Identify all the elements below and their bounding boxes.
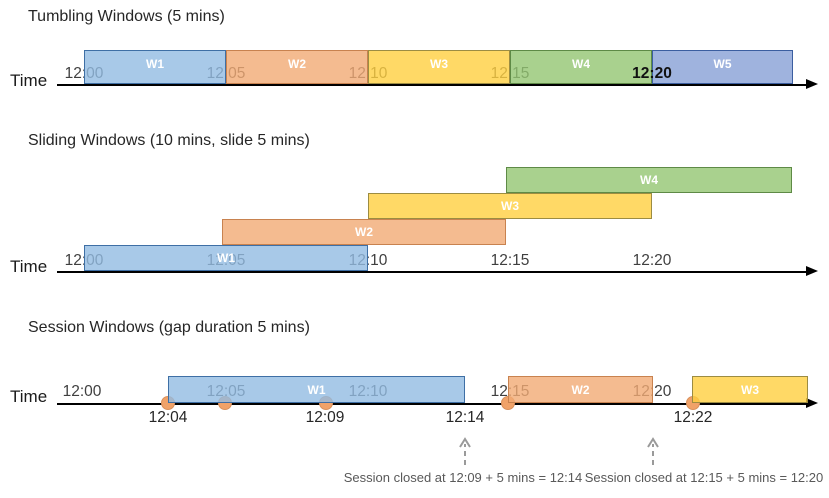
- window-label: W2: [288, 57, 306, 71]
- tick-label: 12:20: [632, 65, 672, 82]
- session-close-arrow-icon: [459, 437, 471, 465]
- section-title: Session Windows (gap duration 5 mins): [28, 319, 310, 336]
- window-label: W1: [217, 251, 235, 265]
- time-axis-label: Time: [10, 387, 48, 406]
- window-w5: W5: [652, 50, 793, 84]
- window-w3: W3: [692, 376, 808, 403]
- window-w2: W2: [226, 50, 368, 84]
- window-w2: W2: [508, 376, 653, 403]
- window-w1: W1: [168, 376, 465, 403]
- timeline: [57, 83, 806, 86]
- window-label: W1: [146, 57, 164, 71]
- event-time-label: 12:09: [305, 409, 345, 426]
- time-axis-label: Time: [10, 257, 48, 276]
- event-time-label: 12:14: [445, 409, 485, 426]
- window-w4: W4: [506, 167, 792, 193]
- window-label: W1: [307, 382, 326, 397]
- section-title: Sliding Windows (10 mins, slide 5 mins): [28, 132, 310, 149]
- window-label: W3: [741, 382, 759, 397]
- timeline: [57, 402, 806, 405]
- time-axis-label: Time: [10, 71, 48, 90]
- timeline-arrowhead-icon: [806, 266, 818, 276]
- tick-label: 12:15: [490, 252, 530, 269]
- window-label: W4: [640, 173, 658, 187]
- window-w1: W1: [84, 245, 368, 271]
- window-w3: W3: [368, 193, 652, 219]
- event-time-label: 12:22: [673, 409, 713, 426]
- window-w1: W1: [84, 50, 226, 84]
- session-close-annotation: Session closed at 12:15 + 5 mins = 12:20: [584, 470, 824, 485]
- tick-label: 12:00: [62, 383, 102, 400]
- window-label: W3: [501, 199, 519, 213]
- window-label: W5: [713, 57, 732, 71]
- session-close-annotation: Session closed at 12:09 + 5 mins = 12:14: [343, 470, 583, 485]
- timeline: [57, 270, 806, 273]
- tick-label: 12:20: [632, 252, 672, 269]
- window-label: W2: [571, 382, 590, 397]
- window-w4: W4: [510, 50, 652, 84]
- window-w2: W2: [222, 219, 506, 245]
- event-time-label: 12:04: [148, 409, 188, 426]
- timeline-arrowhead-icon: [806, 79, 818, 89]
- session-close-arrow-icon: [647, 437, 659, 465]
- window-label: W2: [355, 225, 373, 239]
- window-label: W3: [430, 57, 448, 71]
- window-label: W4: [572, 57, 590, 71]
- timeline-arrowhead-icon: [806, 398, 818, 408]
- window-w3: W3: [368, 50, 510, 84]
- section-title: Tumbling Windows (5 mins): [28, 8, 225, 25]
